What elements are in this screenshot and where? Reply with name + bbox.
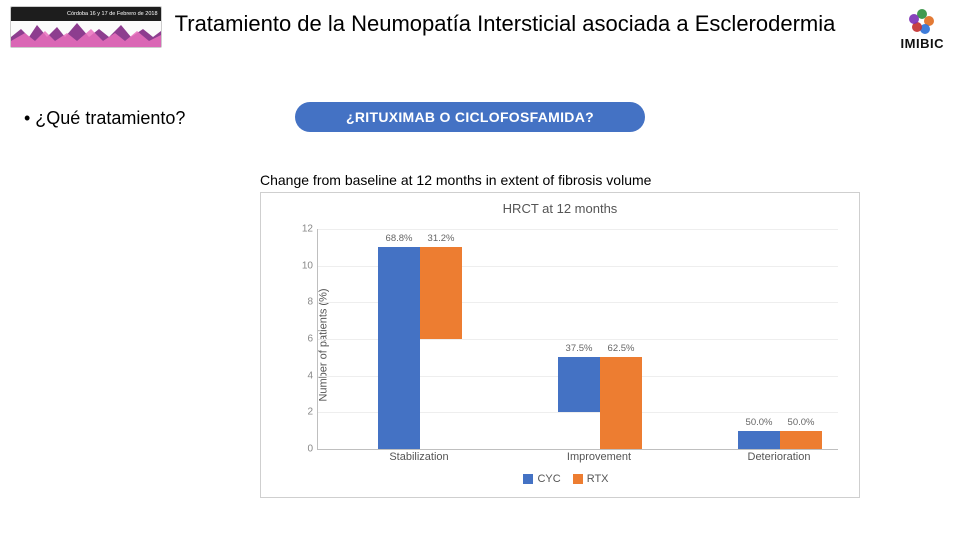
- chart-ytick-label: 2: [299, 407, 313, 418]
- chart-bar-group: 68.8%31.2%: [378, 247, 462, 449]
- chart-bar: 50.0%: [738, 431, 780, 449]
- chart-bar-datalabel: 31.2%: [420, 233, 462, 244]
- chart-ytick-label: 0: [299, 444, 313, 455]
- chart-bar: 31.2%: [420, 247, 462, 339]
- slide-root: Córdoba 16 y 17 de Febrero de 2018 IMIBI…: [0, 0, 960, 540]
- chart-legend: CYC RTX: [261, 473, 859, 485]
- chart-category-label: Improvement: [557, 451, 641, 463]
- chart-bar: 62.5%: [600, 357, 642, 449]
- chart-ytick-label: 8: [299, 297, 313, 308]
- chart-container: HRCT at 12 months Number of patients (%)…: [260, 192, 860, 498]
- question-pill: ¿RITUXIMAB O CICLOFOSFAMIDA?: [295, 102, 645, 132]
- event-logo: Córdoba 16 y 17 de Febrero de 2018: [10, 6, 162, 48]
- page-title: Tratamiento de la Neumopatía Intersticia…: [170, 10, 840, 38]
- chart-ytick-label: 4: [299, 370, 313, 381]
- chart-bar-datalabel: 62.5%: [600, 343, 642, 354]
- imibic-logo: IMIBIC: [901, 10, 944, 51]
- chart-caption: Change from baseline at 12 months in ext…: [260, 172, 651, 188]
- imibic-flower-icon: [910, 10, 934, 34]
- chart-plot-area: 68.8%31.2%37.5%62.5%50.0%50.0%: [317, 229, 838, 450]
- chart-bar-datalabel: 50.0%: [738, 417, 780, 428]
- chart-bar-datalabel: 37.5%: [558, 343, 600, 354]
- chart-ytick-label: 6: [299, 334, 313, 345]
- legend-label: CYC: [537, 473, 560, 485]
- chart-ytick-label: 12: [299, 224, 313, 235]
- chart-bar-datalabel: 68.8%: [378, 233, 420, 244]
- imibic-logo-text: IMIBIC: [901, 36, 944, 51]
- chart-gridline: [318, 229, 838, 230]
- chart-title: HRCT at 12 months: [261, 201, 859, 216]
- legend-swatch: [523, 474, 533, 484]
- chart-ytick-label: 10: [299, 260, 313, 271]
- question-pill-text: ¿RITUXIMAB O CICLOFOSFAMIDA?: [346, 109, 594, 125]
- chart-bar-group: 37.5%62.5%: [558, 357, 642, 449]
- legend-label: RTX: [587, 473, 609, 485]
- legend-swatch: [573, 474, 583, 484]
- city-silhouette: [11, 21, 161, 47]
- chart-category-label: Stabilization: [377, 451, 461, 463]
- chart-bar: 37.5%: [558, 357, 600, 412]
- chart-bar-datalabel: 50.0%: [780, 417, 822, 428]
- chart-bar: 68.8%: [378, 247, 420, 449]
- event-logo-text: Córdoba 16 y 17 de Febrero de 2018: [11, 7, 161, 21]
- chart-bar: 50.0%: [780, 431, 822, 449]
- chart-bar-group: 50.0%50.0%: [738, 431, 822, 449]
- question-bullet: • ¿Qué tratamiento?: [24, 108, 185, 129]
- chart-category-label: Deterioration: [737, 451, 821, 463]
